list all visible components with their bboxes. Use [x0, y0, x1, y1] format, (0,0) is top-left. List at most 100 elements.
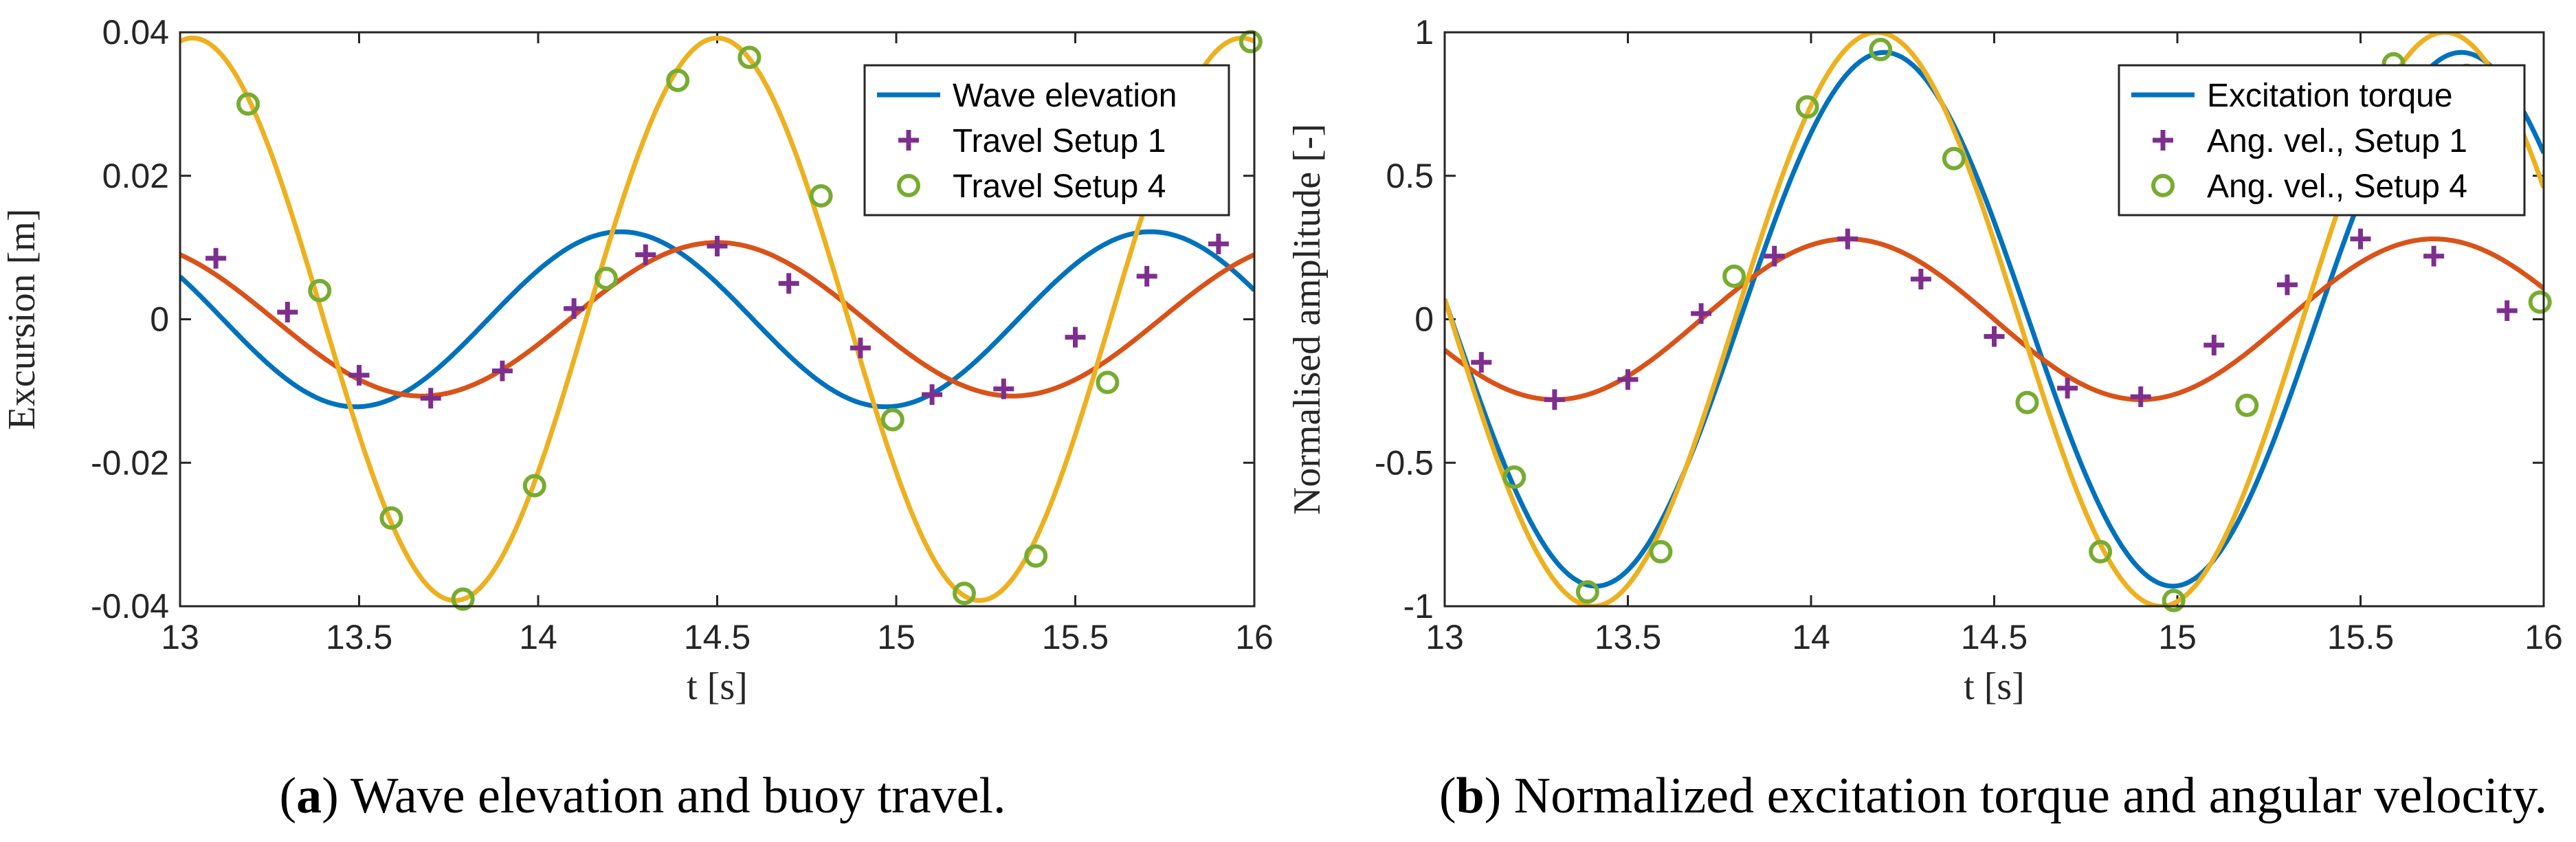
x-tick-label: 14.5: [684, 618, 751, 656]
panel-caption: (b) Normalized excitation torque and ang…: [1439, 768, 2547, 824]
series-line-1: [1445, 236, 2544, 402]
x-tick-label: 13: [161, 618, 199, 656]
legend-box: [863, 64, 1230, 217]
y-tick-label: 0.04: [102, 13, 169, 52]
data-point-plus: [2496, 300, 2518, 321]
data-point-plus: [420, 388, 441, 409]
data-point-circle: [308, 278, 332, 302]
data-point-plus: [564, 298, 585, 319]
data-point-circle: [1096, 370, 1120, 395]
data-point-circle: [809, 184, 833, 208]
data-point-plus: [2276, 274, 2298, 296]
x-tick-label: 15: [877, 618, 915, 656]
data-point-circle: [1722, 264, 1746, 288]
y-tick-label: 0.02: [102, 157, 169, 195]
x-tick-label: 13: [1425, 618, 1464, 656]
data-point-circle: [880, 408, 904, 432]
y-tick-label: 1: [1414, 13, 1434, 52]
x-axis-label: t [s]: [687, 665, 748, 708]
data-point-plus: [993, 378, 1014, 399]
data-point-circle: [1502, 465, 1526, 489]
data-point-plus: [922, 384, 943, 406]
legend: Wave elevation Travel Setup 1 Travel Setup…: [863, 64, 1230, 217]
data-point-plus: [1691, 303, 1712, 324]
data-point-plus: [491, 360, 513, 381]
data-point-circle: [952, 581, 976, 606]
data-point-plus: [850, 337, 871, 359]
legend-circle-swatch: [897, 174, 920, 197]
legend-entry: Ang. vel., Setup 4: [2207, 168, 2467, 205]
y-tick-label: 0: [1414, 300, 1434, 339]
axes-box: [179, 31, 1256, 608]
data-point-circle: [2089, 540, 2113, 564]
x-tick-label: 14: [1792, 618, 1830, 656]
legend-plus-swatch: [2153, 130, 2173, 151]
data-point-plus: [778, 273, 799, 294]
data-point-circle: [1024, 544, 1048, 568]
data-point-plus: [1208, 233, 1229, 254]
data-point-plus: [2423, 245, 2445, 267]
data-point-circle: [379, 506, 403, 530]
data-point-circle: [2015, 390, 2039, 414]
data-point-plus: [1471, 352, 1492, 373]
data-point-plus: [1764, 245, 1785, 267]
x-tick-label: 14.5: [1961, 618, 2028, 656]
data-point-plus: [1544, 389, 1565, 410]
data-point-plus: [1065, 326, 1086, 348]
panel-b-chart: 13 13.5 14 14.5 15 15.5 16 -1 -0.5 0 0.5 1 t [s] Norm…: [1286, 13, 2563, 824]
data-point-plus: [1837, 228, 1858, 250]
x-tick-label: 16: [1235, 618, 1274, 656]
x-tick-label: 13.5: [326, 618, 392, 656]
legend-plus-swatch: [898, 130, 919, 151]
series-line-0: [180, 229, 1254, 410]
panel-a-chart: 13 13.5 14 14.5 15 15.5 16 -0.04 -0.02 0 0.02 0.04 t…: [1, 13, 1274, 824]
data-point-circle: [1942, 146, 1966, 170]
data-point-plus: [2130, 386, 2151, 408]
data-point-plus: [2350, 228, 2371, 250]
data-point-plus: [206, 247, 227, 269]
data-point-circle: [522, 474, 546, 498]
y-axis-label: Normalised amplitude [-]: [1286, 124, 1329, 515]
legend-box: [2118, 64, 2526, 217]
legend: Excitation torque Ang. vel., Setup 1 Ang. …: [2118, 64, 2526, 217]
x-tick-label: 15.5: [1042, 618, 1109, 656]
data-point-circle: [737, 45, 762, 69]
data-point-plus: [707, 236, 728, 257]
series-line-2: [180, 35, 1254, 603]
data-point-circle: [1869, 38, 1893, 62]
legend-entry: Wave elevation: [953, 78, 1177, 114]
data-point-circle: [2528, 290, 2552, 314]
y-tick-label: 0.5: [1386, 157, 1434, 195]
x-tick-label: 16: [2524, 618, 2563, 656]
data-point-plus: [348, 364, 370, 386]
data-point-circle: [666, 68, 690, 92]
data-point-circle: [451, 587, 475, 611]
data-point-circle: [1795, 95, 1819, 119]
data-point-plus: [1617, 369, 1639, 390]
x-tick-label: 15: [2158, 618, 2197, 656]
data-point-plus: [2057, 377, 2078, 399]
data-point-circle: [2162, 588, 2186, 612]
data-point-circle: [594, 267, 618, 291]
legend-entry: Travel Setup 4: [953, 168, 1166, 205]
data-point-circle: [236, 92, 260, 116]
data-point-plus: [1910, 269, 1931, 290]
data-point-plus: [1136, 265, 1157, 287]
y-axis-label: Excursion [m]: [1, 209, 43, 430]
y-tick-label: -0.02: [91, 443, 169, 482]
y-tick-label: -0.04: [91, 587, 169, 625]
axes-box: [1443, 31, 2545, 608]
panel-caption: (a) Wave elevation and buoy travel.: [279, 768, 1006, 824]
x-tick-label: 14: [519, 618, 557, 656]
data-point-circle: [1575, 580, 1599, 604]
data-point-plus: [1984, 326, 2005, 347]
data-point-plus: [2203, 335, 2225, 356]
x-axis-label: t [s]: [1964, 665, 2025, 708]
y-tick-label: -1: [1403, 587, 1434, 625]
x-tick-label: 15.5: [2327, 618, 2394, 656]
legend-entry: Ang. vel., Setup 1: [2207, 123, 2467, 159]
data-point-circle: [1649, 540, 1673, 564]
legend-entry: Travel Setup 1: [953, 123, 1166, 159]
y-tick-label: 0: [150, 300, 169, 339]
